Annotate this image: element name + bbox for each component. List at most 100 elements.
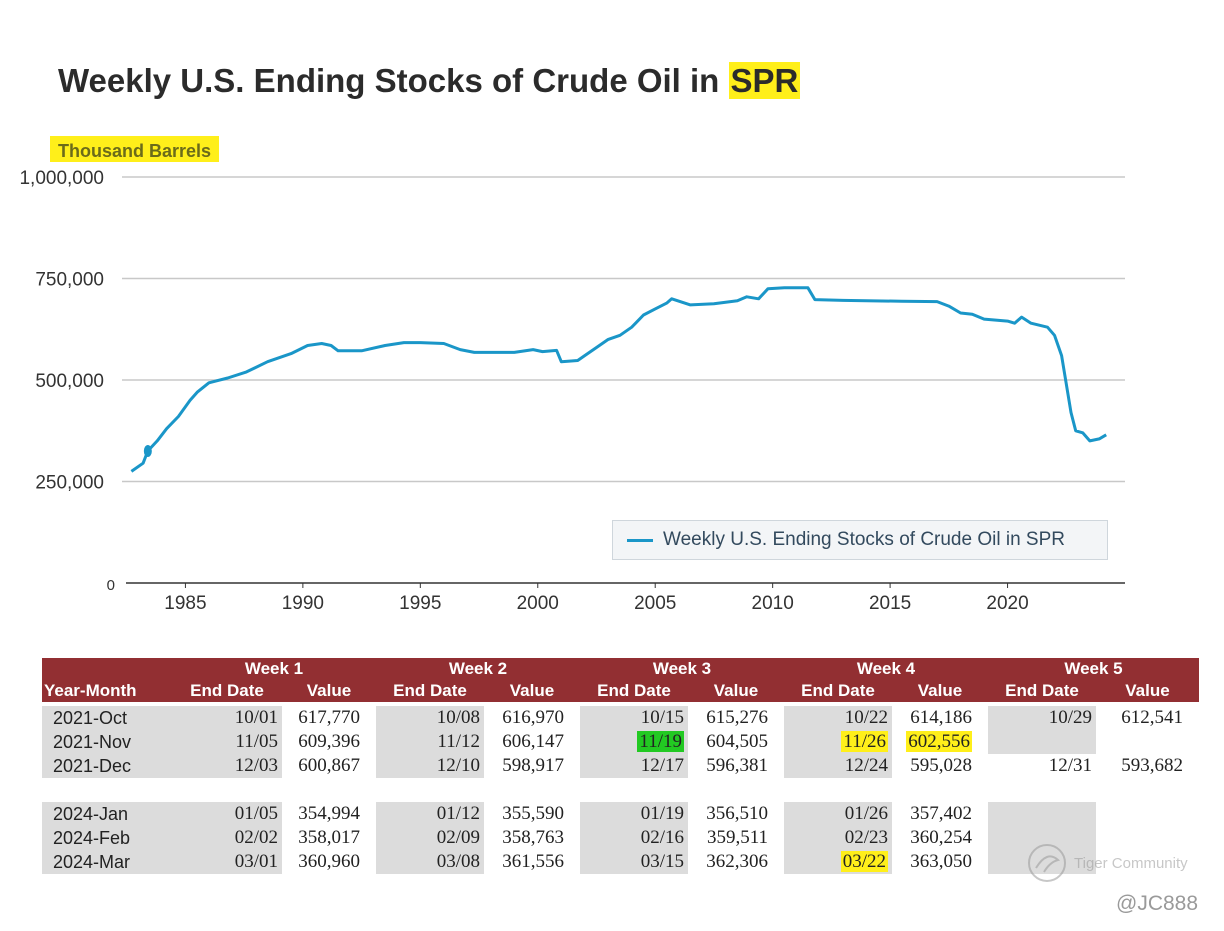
header-blank	[42, 658, 172, 680]
highlighted-date: 03/22	[840, 851, 888, 872]
header-value: Value	[1096, 680, 1199, 702]
legend-swatch	[627, 538, 653, 542]
value-cell: 604,505	[706, 731, 768, 752]
end-date-cell: 01/19	[580, 802, 688, 826]
title-text: Weekly U.S. Ending Stocks of Crude Oil i…	[58, 62, 729, 99]
end-date-cell: 01/26	[784, 802, 892, 826]
value-cell: 612,541	[1121, 707, 1183, 728]
table-header-columns: Year-Month End Date Value End Date Value…	[42, 680, 1199, 702]
header-value: Value	[688, 680, 784, 702]
row-year-month: 2021-Nov	[42, 730, 172, 754]
table-row: 2024-Feb 02/02 358,017 02/09 358,763 02/…	[42, 826, 1199, 850]
value-cell: 600,867	[298, 755, 360, 776]
value-cell: 356,510	[706, 803, 768, 824]
end-date-cell: 03/15	[580, 850, 688, 874]
end-date-cell: 03/08	[376, 850, 484, 874]
header-end-date: End Date	[988, 680, 1096, 702]
end-date-cell: 01/05	[172, 802, 282, 826]
x-tick-label: 2000	[517, 593, 559, 614]
header-week-1: Week 1	[172, 658, 376, 680]
row-year-month: 2024-Jan	[42, 802, 172, 826]
end-date-cell: 03/01	[172, 850, 282, 874]
row-year-month: 2024-Feb	[42, 826, 172, 850]
table-row: 2021-Nov 11/05 609,396 11/12 606,147 11/…	[42, 730, 1199, 754]
y-tick-label: 1,000,000	[19, 168, 104, 189]
value-cell: 363,050	[910, 851, 972, 872]
end-date-cell: 10/29	[988, 706, 1096, 730]
header-week-2: Week 2	[376, 658, 580, 680]
end-date-cell: 11/05	[172, 730, 282, 754]
line-chart: 0 250,000 500,000 750,000 1,000,000 1985 1990 1…	[19, 168, 1125, 614]
row-year-month: 2021-Dec	[42, 754, 172, 778]
end-date-cell: 11/12	[376, 730, 484, 754]
header-end-date: End Date	[172, 680, 282, 702]
table-row: 2021-Oct 10/01 617,770 10/08 616,970 10/…	[42, 706, 1199, 730]
x-tick-label: 1985	[164, 593, 206, 614]
table-row: 2024-Mar 03/01 360,960 03/08 361,556 03/…	[42, 850, 1199, 874]
y-tick-label: 0	[107, 577, 115, 594]
end-date-cell: 11/19	[580, 730, 688, 754]
watermark-text: Tiger Community	[1074, 854, 1188, 872]
end-date-cell: 12/03	[172, 754, 282, 778]
end-date-cell: 01/12	[376, 802, 484, 826]
data-point-marker	[143, 445, 152, 458]
table-row: 2024-Jan 01/05 354,994 01/12 355,590 01/…	[42, 802, 1199, 826]
value-cell: 358,763	[502, 827, 564, 848]
end-date-cell: 12/17	[580, 754, 688, 778]
end-date-cell: 02/16	[580, 826, 688, 850]
header-end-date: End Date	[784, 680, 892, 702]
value-cell	[1096, 730, 1199, 754]
value-cell: 609,396	[298, 731, 360, 752]
spacer-row	[42, 778, 1199, 802]
value-cell: 614,186	[910, 707, 972, 728]
end-date-cell: 02/02	[172, 826, 282, 850]
header-value: Value	[484, 680, 580, 702]
value-cell: 362,306	[706, 851, 768, 872]
highlighted-value: 602,556	[906, 731, 972, 752]
row-year-month: 2021-Oct	[42, 706, 172, 730]
end-date-cell: 02/23	[784, 826, 892, 850]
end-date-cell: 11/26	[784, 730, 892, 754]
header-week-3: Week 3	[580, 658, 784, 680]
weekly-values-table: Week 1 Week 2 Week 3 Week 4 Week 5 Year-…	[42, 658, 1199, 874]
header-week-5: Week 5	[988, 658, 1199, 680]
value-cell: 615,276	[706, 707, 768, 728]
series-line	[130, 286, 1107, 473]
spacer-cell	[42, 778, 1199, 802]
watermark: Tiger Community	[1026, 842, 1188, 884]
y-axis-units-label: Thousand Barrels	[50, 136, 220, 162]
end-date-cell	[988, 850, 1096, 874]
highlighted-date: 11/26	[841, 731, 888, 752]
value-cell: 360,960	[298, 851, 360, 872]
chart-legend: Weekly U.S. Ending Stocks of Crude Oil i…	[612, 520, 1108, 560]
y-tick-label: 250,000	[35, 473, 104, 494]
end-date-cell: 10/15	[580, 706, 688, 730]
value-cell: 606,147	[502, 731, 564, 752]
author-handle: @JC888	[1116, 892, 1199, 915]
end-date-cell: 10/01	[172, 706, 282, 730]
header-end-date: End Date	[580, 680, 688, 702]
end-date-cell: 12/10	[376, 754, 484, 778]
x-tick-label: 2005	[634, 593, 676, 614]
value-cell	[1096, 802, 1199, 826]
value-cell: 593,682	[1121, 755, 1183, 776]
title-highlight: SPR	[728, 62, 801, 99]
chart-title: Weekly U.S. Ending Stocks of Crude Oil i…	[58, 62, 801, 100]
table-row: 2021-Dec 12/03 600,867 12/10 598,917 12/…	[42, 754, 1199, 778]
end-date-cell: 10/22	[784, 706, 892, 730]
header-value: Value	[282, 680, 376, 702]
value-cell: 602,556	[892, 730, 988, 754]
value-cell: 596,381	[706, 755, 768, 776]
legend-label: Weekly U.S. Ending Stocks of Crude Oil i…	[663, 529, 1065, 550]
value-cell: 598,917	[502, 755, 564, 776]
value-cell: 355,590	[502, 803, 564, 824]
value-cell: 354,994	[298, 803, 360, 824]
header-end-date: End Date	[376, 680, 484, 702]
x-tick-label: 2020	[986, 593, 1028, 614]
row-year-month: 2024-Mar	[42, 850, 172, 874]
highlighted-date: 11/19	[637, 731, 684, 752]
table-header-weeks: Week 1 Week 2 Week 3 Week 4 Week 5	[42, 658, 1199, 680]
end-date-cell: 02/09	[376, 826, 484, 850]
value-cell: 616,970	[502, 707, 564, 728]
end-date-cell: 12/24	[784, 754, 892, 778]
